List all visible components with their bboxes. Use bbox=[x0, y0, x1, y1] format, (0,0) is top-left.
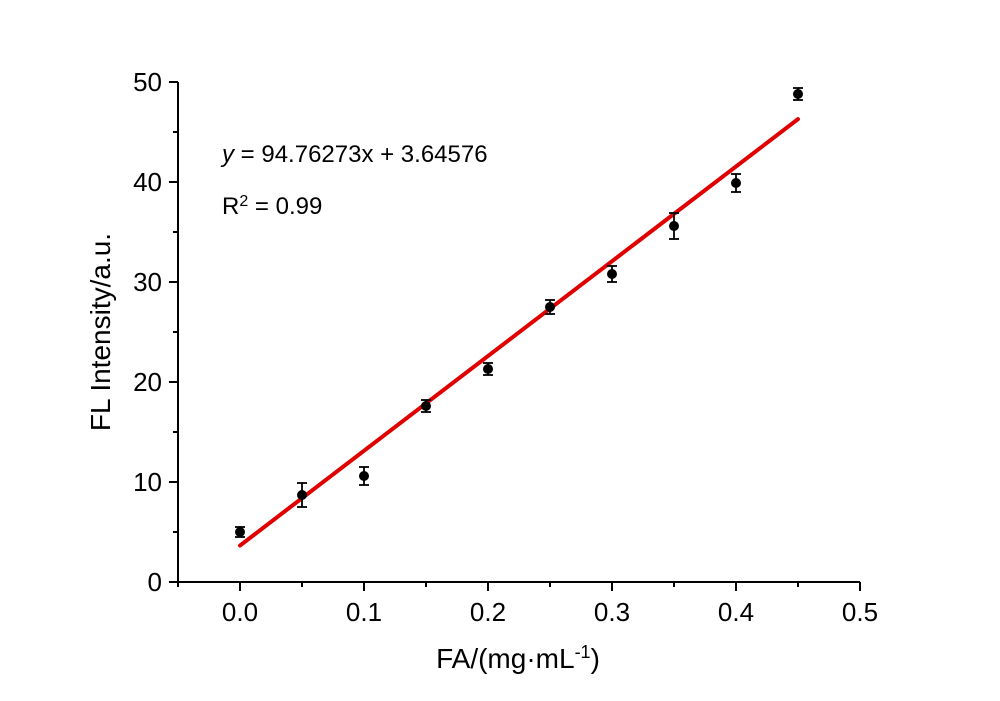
y-tick-label: 30 bbox=[133, 267, 162, 297]
x-tick-label: 0.4 bbox=[718, 597, 754, 627]
fit-line-group bbox=[238, 117, 800, 548]
data-point bbox=[545, 302, 555, 312]
data-point bbox=[421, 401, 431, 411]
data-point bbox=[483, 364, 493, 374]
x-axis-title: FA/(mg·mL-1) bbox=[436, 642, 600, 674]
data-point bbox=[235, 527, 245, 537]
data-point bbox=[793, 89, 803, 99]
r-squared: R2 = 0.99 bbox=[222, 193, 322, 221]
data-point bbox=[359, 471, 369, 481]
fit-line bbox=[238, 117, 800, 548]
y-tick-label: 10 bbox=[133, 467, 162, 497]
x-tick-label: 0.0 bbox=[222, 597, 258, 627]
y-tick-label: 50 bbox=[133, 67, 162, 97]
x-tick-label: 0.5 bbox=[842, 597, 878, 627]
y-tick-label: 20 bbox=[133, 367, 162, 397]
data-point bbox=[731, 178, 741, 188]
y-ticks: 0 10 20 30 40 50 bbox=[133, 67, 178, 597]
y-tick-label: 0 bbox=[148, 567, 162, 597]
x-ticks: 0.0 0.1 0.2 0.3 0.4 0.5 bbox=[177, 582, 878, 627]
x-tick-label: 0.2 bbox=[470, 597, 506, 627]
fit-equation: y = 94.76273x + 3.64576 bbox=[220, 141, 488, 168]
data-point bbox=[669, 221, 679, 231]
y-tick-label: 40 bbox=[133, 167, 162, 197]
x-tick-label: 0.1 bbox=[346, 597, 382, 627]
x-tick-label: 0.3 bbox=[594, 597, 630, 627]
data-points bbox=[235, 87, 803, 538]
data-point bbox=[297, 490, 307, 500]
y-axis-title: FL Intensity/a.u. bbox=[85, 233, 116, 431]
data-point bbox=[607, 269, 617, 279]
